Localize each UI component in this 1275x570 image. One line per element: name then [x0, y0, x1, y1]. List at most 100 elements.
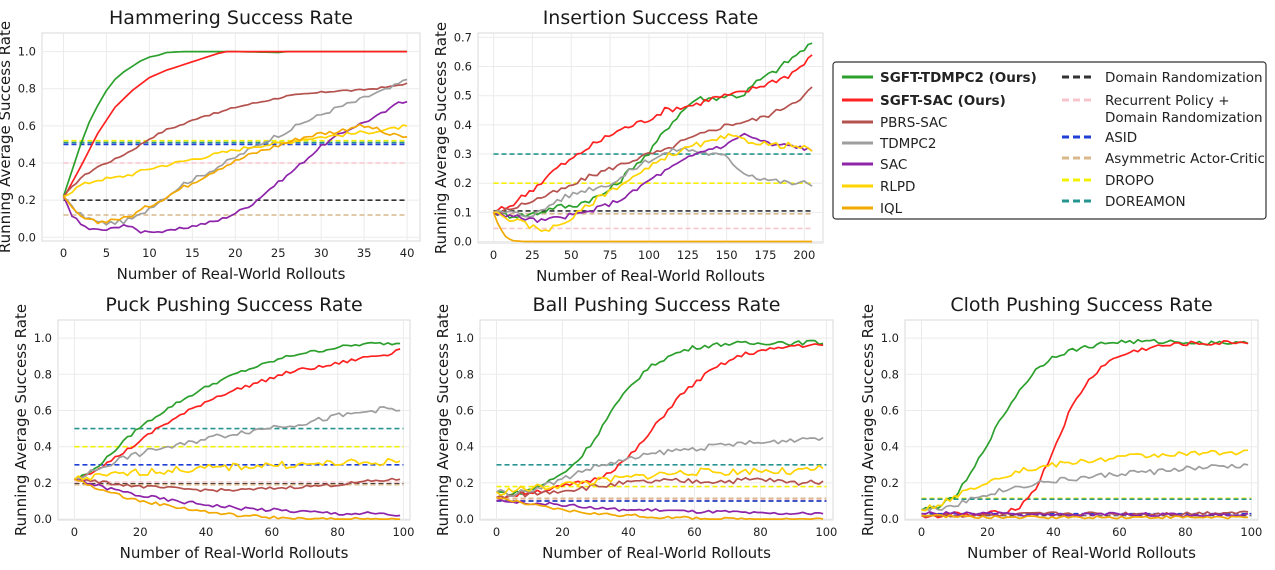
- y-tick-label: 0.8: [18, 82, 36, 96]
- x-tick-label: 0: [60, 246, 67, 260]
- series-tdmpc2: [74, 406, 401, 481]
- x-tick-label: 40: [199, 525, 214, 539]
- series-iql: [74, 478, 401, 520]
- y-axis-label: Running Average Success Rate: [12, 304, 30, 536]
- legend-label: Asymmetric Actor-Critic: [1105, 151, 1265, 167]
- series-group: [62, 50, 408, 234]
- legend-item-tdmpc2: TDMPC2: [842, 136, 936, 152]
- chart-title: Ball Pushing Success Rate: [533, 294, 781, 316]
- legend-label: RLPD: [880, 179, 915, 195]
- series-tdmpc2: [493, 146, 813, 218]
- y-tick-label: 0.0: [456, 512, 474, 526]
- legend-label: SGFT-TDMPC2 (Ours): [880, 70, 1037, 86]
- legend-item-sgft-tdmpc2-ours: SGFT-TDMPC2 (Ours): [842, 70, 1037, 86]
- x-tick-label: 60: [1112, 525, 1127, 539]
- x-tick-label: 0: [71, 525, 78, 539]
- legend-label: DROPO: [1105, 173, 1154, 189]
- x-tick-label: 20: [228, 246, 243, 260]
- x-tick-label: 40: [621, 525, 636, 539]
- series-sgft-sac-ours: [74, 348, 401, 481]
- x-axis-label: Number of Real-World Rollouts: [120, 544, 349, 562]
- y-tick-label: 0.6: [34, 403, 52, 417]
- y-tick-label: 0.7: [454, 30, 472, 44]
- x-tick-label: 80: [1178, 525, 1193, 539]
- x-tick-label: 100: [1240, 525, 1262, 539]
- series-iql: [496, 496, 824, 520]
- hammering-chart: 0.0 0.2 0.4 0.6 0.8 1.0 0 5 10 15 20 25 30 35 40 Hammer…: [0, 7, 421, 283]
- y-tick-label: 0.8: [881, 367, 899, 381]
- x-tick-label: 10: [142, 246, 157, 260]
- x-tick-label: 20: [555, 525, 570, 539]
- series-rlpd: [63, 124, 408, 198]
- y-tick-label: 0.6: [881, 403, 899, 417]
- x-tick-label: 5: [103, 246, 110, 260]
- y-tick-label: 0.0: [881, 512, 899, 526]
- legend-label: Recurrent Policy + Domain Randomization: [1105, 93, 1263, 126]
- series-tdmpc2: [62, 78, 408, 226]
- y-tick-label: 0.6: [454, 60, 472, 74]
- y-tick-label: 0.0: [18, 230, 36, 244]
- x-tick-label: 175: [755, 248, 777, 262]
- y-tick-label: 1.0: [34, 331, 52, 345]
- series-sgft-tdmpc2-ours: [496, 339, 824, 497]
- legend-item-sac: SAC: [842, 157, 907, 173]
- y-tick-label: 0.4: [18, 156, 36, 170]
- series-tdmpc2: [921, 463, 1249, 512]
- y-tick-label: 0.2: [34, 476, 52, 490]
- x-tick-label: 60: [265, 525, 280, 539]
- legend-label: PBRS-SAC: [880, 115, 947, 131]
- series-sgft-tdmpc2-ours: [921, 338, 1249, 511]
- x-tick-label: 75: [603, 248, 618, 262]
- legend-item-rlpd: RLPD: [842, 179, 915, 195]
- y-tick-label: 0.2: [456, 476, 474, 490]
- series-iql: [492, 212, 813, 243]
- y-tick-label: 0.6: [18, 119, 36, 133]
- x-tick-label: 40: [1046, 525, 1061, 539]
- series-sgft-tdmpc2-ours: [74, 341, 401, 481]
- series-sac: [921, 511, 1249, 519]
- legend-item-sgft-sac-ours: SGFT-SAC (Ours): [842, 93, 1006, 109]
- x-tick-label: 20: [133, 525, 148, 539]
- x-axis-label: Number of Real-World Rollouts: [967, 544, 1196, 562]
- series-rlpd: [921, 449, 1249, 512]
- x-tick-label: 200: [793, 248, 815, 262]
- legend-label: TDMPC2: [879, 136, 936, 152]
- legend-item-domain-randomization: Domain Randomization: [1062, 70, 1263, 86]
- y-tick-label: 0.1: [454, 205, 472, 219]
- series-group: [492, 42, 813, 243]
- y-tick-label: 0.2: [18, 193, 36, 207]
- y-tick-label: 1.0: [881, 331, 899, 345]
- y-axis-label: Running Average Success Rate: [859, 304, 877, 536]
- legend-frame: [832, 61, 1267, 220]
- series-group: [495, 339, 827, 520]
- x-tick-label: 15: [185, 246, 200, 260]
- x-tick-label: 40: [400, 246, 415, 260]
- series-rlpd: [493, 133, 813, 232]
- series-group: [73, 341, 404, 520]
- legend: SGFT-TDMPC2 (Ours) SGFT-SAC (Ours) PBRS-SA…: [832, 61, 1267, 220]
- y-tick-label: 0.8: [456, 367, 474, 381]
- series-sac: [74, 478, 401, 517]
- legend-item-recurrent-policy-domain-randomization: Recurrent Policy + Domain Randomization: [1062, 93, 1263, 126]
- x-tick-label: 0: [918, 525, 925, 539]
- legend-item-asymmetric-actor-critic: Asymmetric Actor-Critic: [1062, 151, 1265, 167]
- legend-label: IQL: [880, 201, 903, 217]
- y-tick-label: 0.8: [34, 367, 52, 381]
- legend-label: DOREAMON: [1105, 194, 1186, 210]
- x-tick-label: 80: [753, 525, 768, 539]
- legend-item-asid: ASID: [1062, 130, 1137, 146]
- plot-area: [41, 32, 421, 242]
- chart-title: Insertion Success Rate: [543, 7, 759, 29]
- x-tick-label: 100: [638, 248, 660, 262]
- x-tick-label: 125: [677, 248, 699, 262]
- chart-title: Cloth Pushing Success Rate: [950, 294, 1212, 316]
- y-tick-label: 0.0: [34, 512, 52, 526]
- series-sgft-sac-ours: [493, 54, 813, 214]
- y-tick-label: 0.2: [454, 176, 472, 190]
- y-axis-label: Running Average Success Rate: [432, 22, 450, 254]
- series-tdmpc2: [496, 436, 824, 497]
- x-tick-label: 50: [564, 248, 579, 262]
- x-tick-label: 150: [716, 248, 738, 262]
- legend-label: ASID: [1105, 130, 1137, 146]
